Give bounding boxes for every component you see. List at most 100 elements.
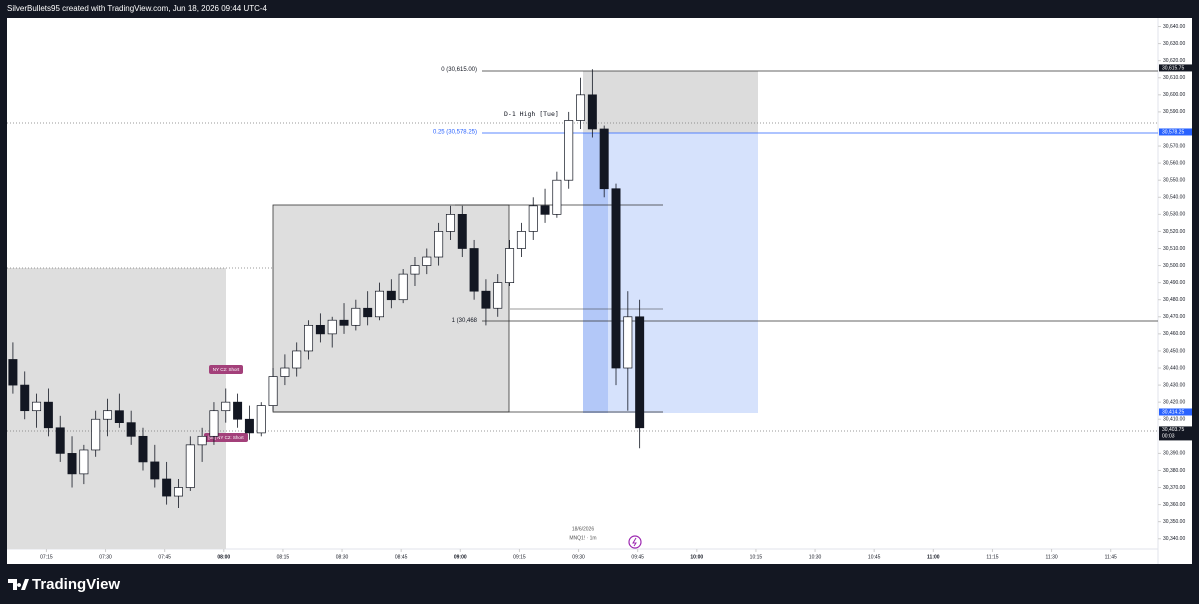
candle-body	[91, 418, 101, 451]
x-tick-label: 10:45	[868, 554, 881, 560]
candle-body	[516, 231, 526, 249]
x-tick-label: 10:15	[750, 554, 763, 560]
y-tick-label: 30,620.00	[1163, 58, 1185, 64]
candle-body	[8, 359, 18, 386]
y-tick-label: 30,540.00	[1163, 195, 1185, 201]
event-icon	[632, 537, 637, 547]
price-tag-label: 30,615.75	[1162, 65, 1184, 71]
price-tag	[1159, 426, 1192, 441]
candle-body	[552, 179, 562, 215]
candle-body	[280, 367, 290, 377]
x-tick-label: 11:30	[1045, 554, 1057, 560]
candle-body	[398, 273, 408, 301]
candle-body	[363, 307, 373, 318]
candle-body	[623, 316, 633, 369]
x-tick-label: 09:15	[513, 554, 526, 560]
brand: TradingView	[32, 576, 120, 593]
y-tick-label: 30,490.00	[1163, 280, 1185, 286]
candle-body	[410, 265, 420, 275]
event-icon[interactable]	[628, 535, 642, 549]
symbol: MNQ1! · 1m	[569, 535, 596, 541]
x-tick-label: 10:00	[690, 554, 703, 560]
price-tag-label: 30,414.25	[1162, 409, 1184, 415]
y-tick-label: 30,570.00	[1163, 143, 1185, 149]
logo	[8, 579, 29, 590]
candle-body	[599, 128, 609, 190]
x-tick-label: 07:15	[40, 554, 53, 560]
level-label: D-1 High [Tue]	[504, 110, 559, 118]
candle-body	[386, 290, 396, 301]
x-tick-label: 07:30	[99, 554, 112, 560]
x-tick-label: 09:45	[631, 554, 644, 560]
plot	[8, 69, 645, 509]
fib-zone	[583, 71, 758, 133]
candle-body	[43, 401, 53, 429]
x-tick-label: 09:30	[572, 554, 585, 560]
candle-body	[351, 307, 361, 326]
candle-body	[20, 384, 30, 412]
y-tick-label: 30,550.00	[1163, 178, 1185, 184]
price-tag-label: 30,403.75	[1162, 427, 1184, 433]
candle-body	[244, 418, 254, 434]
fib-label: 0 (30,615.00)	[441, 67, 477, 73]
price-tag	[1159, 64, 1192, 72]
price-tag	[1159, 408, 1192, 416]
symbol-date: 18/6/2026	[572, 526, 594, 532]
candle-body	[185, 444, 195, 488]
y-tick-label: 30,560.00	[1163, 160, 1185, 166]
candle-body	[55, 427, 65, 454]
candle-body	[434, 231, 444, 258]
annotation-box	[209, 365, 243, 374]
x-tick-label: 11:00	[927, 554, 940, 560]
candle-body	[327, 319, 337, 335]
range-box	[272, 204, 510, 413]
x-tick-label: 11:15	[986, 554, 998, 560]
candle-body	[114, 410, 124, 424]
candle-body	[79, 449, 89, 475]
y-tick-label: 30,510.00	[1163, 246, 1185, 252]
fib-label: 0.25 (30,578.25)	[433, 130, 477, 136]
y-tick-label: 30,480.00	[1163, 297, 1185, 303]
candle-body	[138, 435, 148, 463]
candle-body	[126, 422, 136, 437]
x-tick-label: 11:45	[1105, 554, 1117, 560]
y-tick-label: 30,530.00	[1163, 212, 1185, 218]
candle-body	[457, 214, 467, 249]
candle-body	[292, 350, 302, 369]
fib-zone	[583, 133, 758, 413]
candle-body	[505, 248, 515, 283]
candle-body	[103, 410, 113, 420]
candle-body	[209, 410, 219, 437]
candle-body	[528, 205, 538, 232]
y-tick-label: 30,640.00	[1163, 24, 1185, 30]
candle-body	[268, 376, 278, 406]
candle-body	[32, 401, 42, 412]
candle-body	[635, 316, 645, 429]
y-tick-label: 30,430.00	[1163, 382, 1185, 388]
candle-body	[445, 214, 455, 232]
candle-body	[256, 405, 266, 434]
candle-body	[162, 478, 172, 497]
y-tick-label: 30,630.00	[1163, 41, 1185, 47]
candle-body	[173, 487, 183, 497]
x-tick-label: 07:45	[158, 554, 171, 560]
candle-body	[481, 290, 491, 309]
candle-body	[67, 453, 77, 475]
x-tick-label: 09:00	[454, 554, 467, 560]
x-tick-label: 08:45	[395, 554, 408, 560]
candle-body	[221, 401, 231, 412]
candle-body	[611, 188, 621, 369]
y-tick-label: 30,590.00	[1163, 109, 1185, 115]
y-tick-label: 30,600.00	[1163, 92, 1185, 98]
x-tick-label: 10:30	[809, 554, 822, 560]
candle-body	[493, 282, 503, 309]
price-tag-label: 30,578.25	[1162, 129, 1184, 135]
y-tick-label: 30,360.00	[1163, 502, 1185, 508]
candle-body	[375, 290, 384, 318]
y-tick-label: 30,350.00	[1163, 519, 1185, 525]
y-tick-label: 30,390.00	[1163, 451, 1185, 457]
y-tick-label: 30,610.00	[1163, 75, 1185, 81]
price-tag	[1159, 128, 1192, 136]
